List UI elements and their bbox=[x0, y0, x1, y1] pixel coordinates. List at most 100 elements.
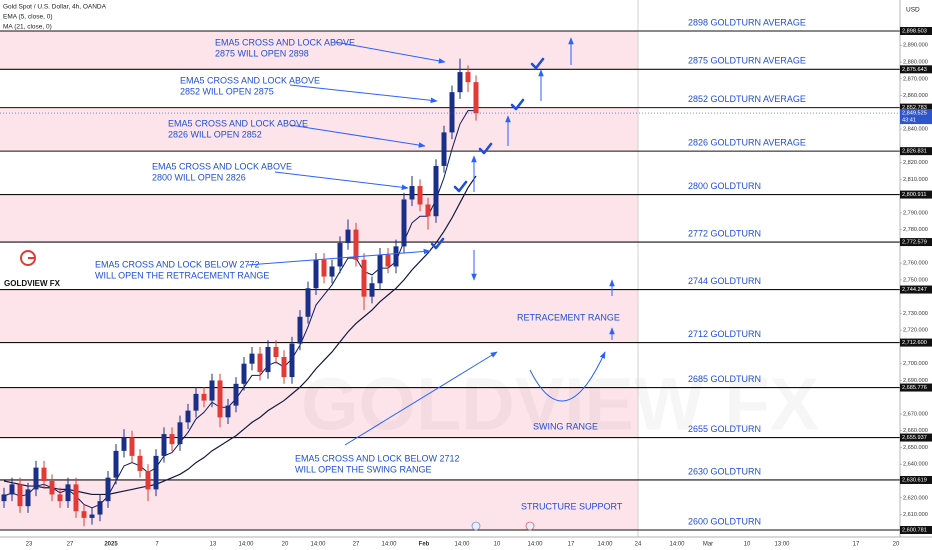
zone bbox=[0, 387, 638, 438]
arrow bbox=[344, 351, 498, 446]
x-tick-label: 24 bbox=[635, 542, 642, 548]
candle-body bbox=[425, 204, 431, 217]
y-tick-label: 2,790.000 bbox=[903, 210, 928, 216]
arrow bbox=[289, 124, 426, 148]
candle-body bbox=[129, 437, 135, 456]
level-tag-label: 2,800.911 bbox=[902, 192, 926, 198]
annotation: EMA5 CROSS AND LOCK ABOVE bbox=[168, 118, 308, 128]
candle-body bbox=[65, 484, 71, 502]
candle-body bbox=[273, 346, 279, 357]
arrow bbox=[274, 171, 409, 191]
y-tick-label: 2,780.000 bbox=[903, 227, 928, 233]
event-icon bbox=[471, 521, 481, 531]
candle-body bbox=[169, 434, 175, 445]
zones bbox=[0, 31, 638, 530]
last-price-tag bbox=[900, 109, 932, 125]
candle-body bbox=[305, 288, 311, 317]
range-label: SWING RANGE bbox=[533, 421, 598, 431]
candle-body bbox=[257, 353, 263, 373]
candle-body bbox=[185, 410, 191, 423]
annotation: 2875 WILL OPEN 2898 bbox=[215, 48, 309, 58]
y-tick-label: 2,650.000 bbox=[903, 445, 928, 451]
candle-body bbox=[385, 254, 391, 267]
chart-title: Gold Spot / U.S. Dollar, 4h, OANDA bbox=[3, 4, 107, 11]
check bbox=[510, 98, 525, 111]
level-tag-label: 2,898.503 bbox=[902, 28, 927, 34]
x-tick-label: 14:00 bbox=[381, 542, 397, 548]
zone bbox=[0, 194, 638, 243]
y-tick-label: 2,860.000 bbox=[903, 93, 928, 99]
annotation: EMA5 CROSS AND LOCK BELOW 2712 bbox=[295, 453, 460, 463]
candle-body bbox=[25, 489, 31, 507]
levels: 2898 GOLDTURN AVERAGE 2875 GOLDTURN AVERA… bbox=[0, 17, 900, 531]
check bbox=[430, 237, 445, 250]
annotation: WILL OPEN THE SWING RANGE bbox=[295, 464, 432, 474]
candle-body bbox=[265, 346, 271, 373]
candle-body bbox=[401, 199, 407, 247]
x-tick-label: 20 bbox=[282, 542, 289, 548]
y-tick-label: 2,610.000 bbox=[903, 512, 928, 518]
candle-body bbox=[281, 356, 287, 378]
level-tag bbox=[900, 103, 932, 112]
x-tick-label: 10 bbox=[494, 542, 501, 548]
candle-body bbox=[9, 484, 15, 495]
arrow bbox=[334, 41, 446, 64]
y-tick-label: 2,700.000 bbox=[903, 361, 928, 367]
check bbox=[478, 142, 493, 155]
annotation: EMA5 CROSS AND LOCK ABOVE bbox=[152, 161, 292, 171]
candle-body bbox=[121, 437, 127, 451]
plot bbox=[0, 58, 900, 527]
x-tick-label: 14:00 bbox=[454, 542, 470, 548]
price-axis bbox=[900, 0, 932, 550]
candle-body bbox=[193, 393, 199, 411]
candle-body bbox=[345, 229, 351, 244]
candle-body bbox=[177, 422, 183, 445]
range-label: RETRACEMENT RANGE bbox=[517, 312, 620, 322]
event-icon bbox=[525, 521, 535, 531]
level-tag-label: 2,826.831 bbox=[902, 149, 927, 155]
x-tick-label: 10 bbox=[744, 542, 751, 548]
y-tick-label: 2,750.000 bbox=[903, 277, 928, 283]
level-label: 2875 GOLDTURN AVERAGE bbox=[688, 56, 806, 66]
x-tick-label: 17 bbox=[568, 542, 575, 548]
candle-body bbox=[329, 266, 335, 277]
indicator-line bbox=[3, 175, 477, 496]
level-label: 2655 GOLDTURN bbox=[688, 424, 761, 434]
level-tag-label: 2,772.579 bbox=[902, 240, 927, 246]
y-tick-label: 2,730.000 bbox=[903, 311, 928, 317]
candle-body bbox=[441, 132, 447, 166]
candle-body bbox=[377, 254, 383, 284]
level-label: 2685 GOLDTURN bbox=[688, 374, 761, 384]
candle-body bbox=[49, 481, 55, 495]
annotation: EMA5 CROSS AND LOCK ABOVE bbox=[215, 37, 355, 47]
candle-body bbox=[289, 343, 295, 378]
annotation: EMA5 CROSS AND LOCK ABOVE bbox=[180, 75, 320, 85]
candle-body bbox=[417, 186, 423, 205]
legend-entry: MA (21, close, 0) bbox=[3, 24, 52, 31]
annotation: 2852 WILL OPEN 2875 bbox=[180, 86, 274, 96]
level-label: 2898 GOLDTURN AVERAGE bbox=[688, 17, 806, 27]
candle-body bbox=[449, 92, 455, 133]
y-tick-label: 2,670.000 bbox=[903, 411, 928, 417]
candle-body bbox=[73, 484, 79, 512]
y-tick-label: 2,810.000 bbox=[903, 177, 928, 183]
level-tag bbox=[900, 525, 932, 534]
x-tick-label: 2025 bbox=[104, 542, 118, 548]
x-tick-label: 14:00 bbox=[310, 542, 326, 548]
level-tag bbox=[900, 338, 932, 347]
candle-body bbox=[145, 470, 151, 490]
level-tag bbox=[900, 65, 932, 74]
level-label: 2744 GOLDTURN bbox=[688, 276, 761, 286]
candle-body bbox=[153, 455, 159, 490]
level-label: 2600 GOLDTURN bbox=[688, 516, 761, 526]
x-tick-label: 14:00 bbox=[669, 542, 685, 548]
y-tick-label: 2,880.000 bbox=[903, 59, 928, 65]
x-tick-label: Feb bbox=[419, 542, 430, 548]
y-tick-label: 2,820.000 bbox=[903, 160, 928, 166]
level-tag-label: 2,712.600 bbox=[902, 340, 927, 346]
level-tag-label: 2,744.247 bbox=[902, 287, 927, 293]
candle-body bbox=[393, 246, 399, 267]
candle-body bbox=[433, 165, 439, 217]
candle-body bbox=[57, 494, 63, 502]
